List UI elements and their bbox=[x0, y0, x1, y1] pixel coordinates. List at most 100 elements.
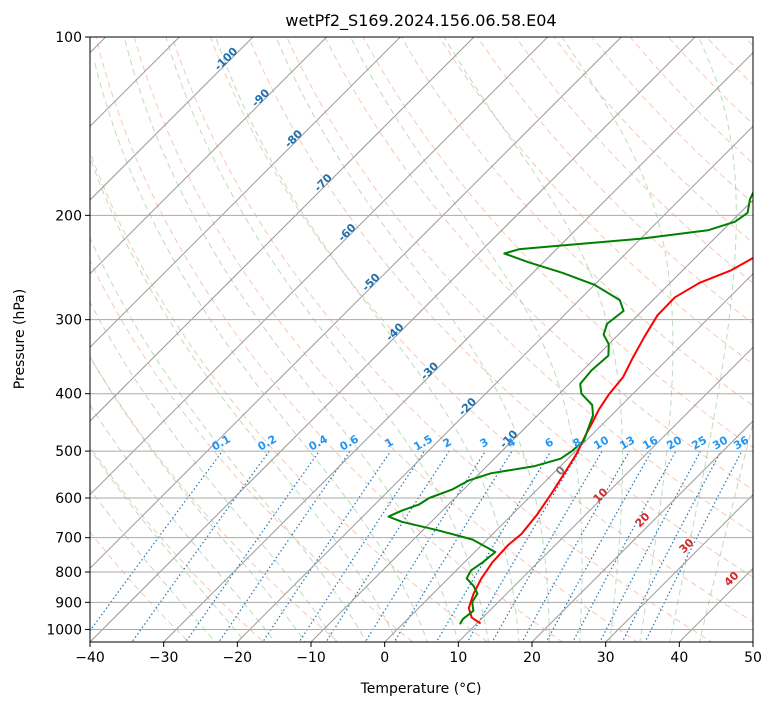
mixing-ratio-label: 0.1 bbox=[210, 432, 233, 453]
x-tick-label: 40 bbox=[670, 650, 688, 666]
y-tick-label: 700 bbox=[55, 531, 82, 547]
isotherm-line bbox=[90, 37, 475, 422]
dry-adiabat-line bbox=[90, 150, 489, 642]
y-tick-label: 800 bbox=[55, 565, 82, 581]
mixing-ratio-line bbox=[90, 450, 223, 632]
mixing-ratio-line bbox=[545, 450, 653, 642]
isotherm-line bbox=[162, 51, 753, 642]
isotherm-line bbox=[531, 420, 753, 642]
dry-adiabat-line bbox=[362, 37, 753, 449]
mixing-ratio-line bbox=[621, 450, 722, 642]
plot-frame bbox=[89, 36, 754, 643]
mixing-ratio-label: 25 bbox=[689, 434, 709, 453]
mixing-ratio-line bbox=[184, 450, 320, 642]
dry-adiabat-label: -80 bbox=[282, 127, 305, 150]
dry-adiabat-line bbox=[400, 37, 753, 407]
dry-adiabat-line bbox=[248, 37, 753, 578]
y-tick-label: 600 bbox=[55, 491, 82, 507]
dry-adiabat-line bbox=[95, 37, 564, 642]
dry-adiabat-line bbox=[90, 445, 265, 642]
moist-adiabat-line bbox=[90, 404, 276, 642]
y-tick-label: 900 bbox=[55, 595, 82, 611]
x-tick-label: 0 bbox=[380, 650, 389, 666]
y-tick-label: 100 bbox=[55, 30, 82, 46]
moist-adiabat-label: 20 bbox=[633, 510, 653, 530]
mixing-ratio-line bbox=[131, 450, 270, 642]
isotherm-line bbox=[310, 199, 753, 642]
isotherm-line bbox=[90, 37, 696, 642]
y-tick-label: 200 bbox=[55, 208, 82, 224]
dry-adiabat-line bbox=[324, 37, 753, 491]
dry-adiabat-line bbox=[756, 10, 775, 654]
x-axis-label: Temperature (°C) bbox=[360, 681, 482, 697]
moist-adiabat-line bbox=[90, 236, 367, 642]
dry-adiabat-line bbox=[438, 37, 753, 366]
mixing-ratio-label: 3 bbox=[478, 435, 491, 450]
isotherm-line bbox=[604, 493, 753, 642]
mixing-ratio-label: 0.6 bbox=[338, 432, 362, 453]
moist-adiabat-line bbox=[699, 421, 753, 642]
x-tick-label: 30 bbox=[597, 650, 615, 666]
x-tick-label: 20 bbox=[523, 650, 541, 666]
isotherm-line bbox=[678, 567, 753, 642]
mixing-ratio-label: 2 bbox=[441, 435, 454, 450]
mixing-ratio-label: 1.5 bbox=[412, 432, 435, 453]
moist-adiabat-line bbox=[443, 37, 623, 642]
mixing-ratio-label: 36 bbox=[731, 433, 751, 452]
moist-adiabat-label: 10 bbox=[591, 485, 611, 505]
mixing-ratio-label: 0.4 bbox=[307, 432, 331, 453]
moist-adiabat-line bbox=[90, 155, 398, 642]
moist-adiabat-line bbox=[669, 37, 737, 642]
mixing-ratio-line bbox=[298, 450, 425, 642]
x-tick-label: 10 bbox=[449, 650, 467, 666]
isotherm-line bbox=[383, 272, 753, 642]
dry-adiabat-line bbox=[743, 37, 753, 47]
mixing-ratio-line bbox=[466, 450, 580, 642]
mixing-ratio-label: 16 bbox=[640, 433, 660, 452]
dewpoint-profile-line bbox=[387, 190, 753, 625]
moist-adiabat-line bbox=[275, 37, 550, 642]
isotherm-line bbox=[90, 37, 549, 496]
isotherm-line bbox=[90, 37, 254, 201]
dry-adiabat-line bbox=[705, 37, 753, 86]
mixing-ratio-label: 30 bbox=[710, 433, 730, 452]
dry-adiabat-label: -50 bbox=[359, 270, 382, 293]
mixing-ratio-label: 10 bbox=[591, 433, 611, 452]
isotherm-line bbox=[457, 346, 753, 642]
mixing-ratio-label: 6 bbox=[543, 435, 556, 450]
dry-adiabat-label: -100 bbox=[212, 44, 241, 73]
dry-adiabat-line bbox=[286, 37, 753, 534]
isotherm-line bbox=[752, 641, 753, 642]
isotherm-line bbox=[90, 37, 623, 570]
moist-adiabat-line bbox=[90, 355, 307, 642]
dry-adiabat-label: -20 bbox=[456, 395, 479, 418]
dry-adiabat-label: -70 bbox=[312, 171, 335, 194]
y-axis-label: Pressure (hPa) bbox=[12, 289, 28, 389]
y-tick-label: 400 bbox=[55, 387, 82, 403]
axes: −40 −30 −20 −10 0 10 20 30 40 5010020030040050060… bbox=[46, 30, 762, 666]
chart-title: wetPf2_S169.2024.156.06.58.E04 bbox=[285, 11, 556, 31]
x-tick-label: −40 bbox=[75, 650, 105, 666]
dry-adiabat-line bbox=[667, 37, 753, 125]
y-tick-label: 1000 bbox=[46, 622, 82, 638]
mixing-ratio-line bbox=[435, 450, 552, 642]
isotherm-line bbox=[236, 125, 753, 642]
moist-adiabat-label: 30 bbox=[677, 536, 697, 556]
x-tick-label: 50 bbox=[744, 650, 762, 666]
isotherm-line bbox=[90, 37, 402, 349]
y-tick-label: 500 bbox=[55, 444, 82, 460]
x-tick-label: −10 bbox=[296, 650, 326, 666]
x-tick-label: −30 bbox=[149, 650, 179, 666]
dry-adiabat-line bbox=[171, 37, 713, 642]
dry-adiabat-line bbox=[477, 37, 753, 325]
mixing-ratio-line bbox=[644, 450, 743, 642]
moist-adiabat-line bbox=[90, 488, 216, 642]
dry-adiabat-line bbox=[90, 259, 414, 642]
moist-adiabat-line bbox=[350, 37, 583, 642]
y-tick-label: 300 bbox=[55, 313, 82, 329]
mixing-ratio-line bbox=[218, 450, 351, 642]
dry-adiabat-line bbox=[629, 37, 753, 165]
x-tick-label: −20 bbox=[223, 650, 253, 666]
